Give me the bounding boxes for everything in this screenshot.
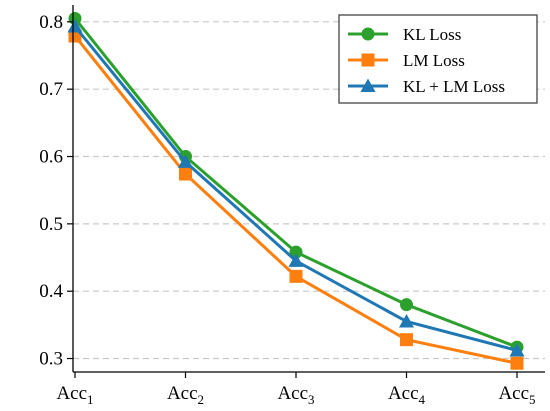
data-point xyxy=(510,356,524,370)
data-point xyxy=(289,269,303,283)
legend-label: KL + LM Loss xyxy=(403,77,505,96)
x-tick-label: Acc2 xyxy=(167,383,204,407)
series-square xyxy=(68,29,524,370)
legend-marker xyxy=(361,53,375,67)
x-tick-label: Acc3 xyxy=(277,383,314,407)
x-tick-label-base: Acc xyxy=(56,383,87,404)
x-tick-label: Acc5 xyxy=(498,383,535,407)
y-axis-ticks: 0.3 0.4 0.5 0.6 0.7 0.8 xyxy=(39,12,73,370)
x-tick-label: Acc1 xyxy=(56,383,93,407)
data-point xyxy=(179,167,192,181)
y-tick-label: 0.3 xyxy=(39,349,63,370)
x-tick-label-subscript: 2 xyxy=(198,392,205,407)
axes xyxy=(72,5,545,373)
legend-marker xyxy=(360,78,376,92)
y-tick-label: 0.4 xyxy=(39,281,63,302)
x-tick-label-base: Acc xyxy=(388,383,419,404)
legend-marker xyxy=(361,27,375,41)
data-point xyxy=(400,298,413,312)
y-tick-label: 0.6 xyxy=(39,147,63,168)
x-axis-ticks: Acc1 Acc2 Acc3 Acc4 Acc5 xyxy=(56,372,536,407)
x-tick-label: Acc4 xyxy=(388,383,426,407)
data-point xyxy=(509,342,525,357)
x-tick-label-base: Acc xyxy=(167,383,198,404)
data-point xyxy=(288,253,304,267)
data-point xyxy=(399,313,414,328)
x-tick-label-subscript: 4 xyxy=(419,392,426,407)
legend-label: KL Loss xyxy=(403,25,461,44)
legend-label: LM Loss xyxy=(403,51,465,70)
data-point xyxy=(289,245,303,259)
x-tick-label-subscript: 3 xyxy=(308,392,315,407)
x-tick-label-subscript: 5 xyxy=(529,392,536,407)
series-triangle xyxy=(67,19,525,357)
y-tick-label: 0.5 xyxy=(39,214,63,235)
x-tick-label-base: Acc xyxy=(498,383,529,404)
data-point xyxy=(178,154,193,168)
series-lines xyxy=(67,11,525,370)
legend: KL Loss LM Loss KL + LM Loss xyxy=(338,14,538,104)
y-tick-label: 0.7 xyxy=(39,79,63,100)
data-point xyxy=(400,333,413,347)
x-tick-label-subscript: 1 xyxy=(87,392,94,407)
y-tick-label: 0.8 xyxy=(39,12,63,33)
x-tick-label-base: Acc xyxy=(277,383,308,404)
data-point xyxy=(67,19,83,33)
